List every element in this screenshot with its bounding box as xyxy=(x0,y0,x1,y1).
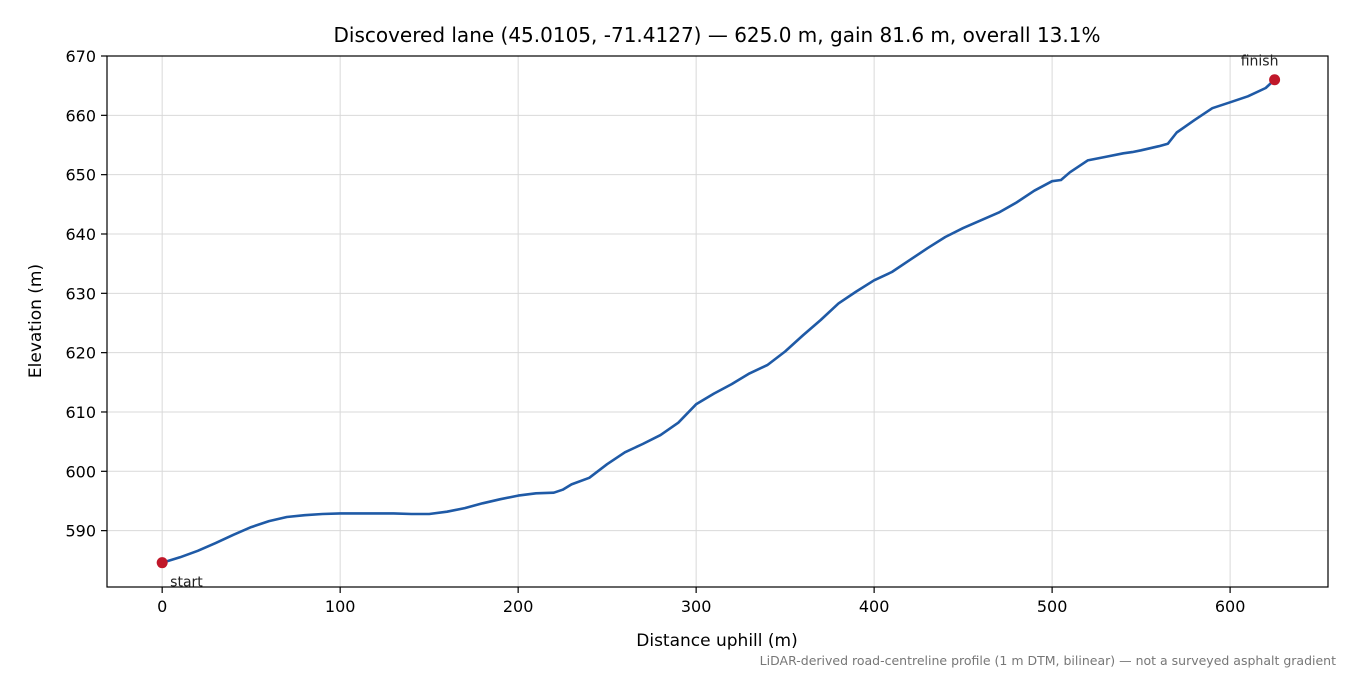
annotation-finish: finish xyxy=(1241,54,1279,70)
x-tick-label: 400 xyxy=(859,597,890,616)
chart-footnote: LiDAR-derived road-centreline profile (1… xyxy=(760,653,1336,668)
y-axis-title: Elevation (m) xyxy=(26,264,46,378)
y-tick-label: 590 xyxy=(65,522,96,541)
y-tick-label: 670 xyxy=(65,47,96,66)
y-tick-label: 660 xyxy=(65,106,96,125)
x-tick-label: 100 xyxy=(325,597,356,616)
x-tick-label: 0 xyxy=(157,597,167,616)
x-tick-label: 200 xyxy=(503,597,534,616)
grid xyxy=(107,55,1328,587)
y-tick-label: 650 xyxy=(65,166,96,185)
marker-start xyxy=(156,557,168,569)
x-axis-title: Distance uphill (m) xyxy=(636,631,797,651)
y-tick-label: 600 xyxy=(65,462,96,481)
plot-area-frame xyxy=(106,55,1329,588)
y-tick-label: 640 xyxy=(65,225,96,244)
y-tick-label: 620 xyxy=(65,344,96,363)
marker-finish xyxy=(1269,74,1281,86)
y-tick-label: 630 xyxy=(65,284,96,303)
x-tick-label: 500 xyxy=(1037,597,1068,616)
annotation-start: start xyxy=(170,575,203,591)
x-tick-label: 300 xyxy=(681,597,712,616)
y-tick-label: 610 xyxy=(65,403,96,422)
elevation-line xyxy=(160,78,1276,564)
x-tick-label: 600 xyxy=(1215,597,1246,616)
endpoint-markers: start finish xyxy=(156,54,1281,591)
axis-ticks: 0 100 200 300 400 500 600 590 600 610 620 630 640 650… xyxy=(65,47,1245,616)
chart-title: Discovered lane (45.0105, -71.4127) — 62… xyxy=(333,23,1100,47)
